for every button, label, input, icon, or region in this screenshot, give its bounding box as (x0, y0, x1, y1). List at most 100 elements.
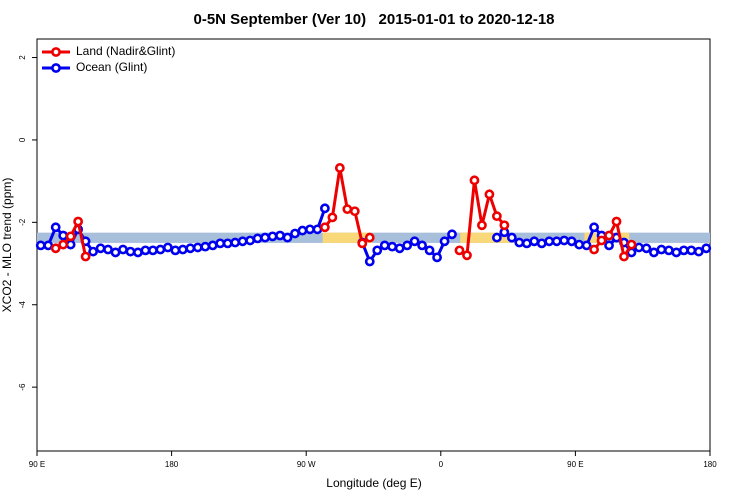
point (499, 220, 510, 231)
point (559, 235, 570, 246)
point (521, 238, 532, 249)
point (342, 204, 353, 215)
point (454, 245, 465, 256)
point (58, 239, 69, 250)
x-axis-label: Longitude (deg E) (326, 476, 421, 490)
point (222, 238, 233, 249)
point (185, 243, 196, 254)
point (372, 245, 383, 256)
point (484, 189, 495, 200)
point (88, 246, 98, 257)
point (477, 220, 487, 231)
point (409, 236, 420, 247)
point (447, 229, 457, 240)
x-tick-label: 90 W (297, 460, 316, 469)
point (656, 244, 667, 255)
point (551, 236, 562, 247)
point (671, 247, 682, 258)
y-tick-label: -4 (18, 301, 27, 309)
point (140, 245, 151, 256)
point (133, 247, 143, 258)
point (65, 231, 76, 242)
y-tick-label: 2 (18, 55, 27, 60)
point (207, 240, 218, 251)
y-axis-label: XCO2 - MLO trend (ppm) (0, 178, 14, 313)
point (649, 247, 659, 258)
point (604, 240, 614, 251)
band (584, 232, 600, 243)
point (252, 233, 263, 244)
point (491, 232, 502, 243)
point (80, 251, 91, 262)
point (58, 230, 69, 241)
point (581, 240, 592, 251)
point (491, 211, 502, 222)
point (506, 232, 517, 243)
point (686, 245, 697, 256)
point (589, 222, 599, 233)
point (319, 222, 330, 233)
x-tick-label: 90 E (567, 460, 583, 469)
point (118, 244, 128, 255)
legend-label: Land (Nadir&Glint) (76, 44, 175, 58)
point (678, 245, 689, 256)
point (536, 238, 547, 249)
x-tick-label: 180 (703, 460, 717, 469)
point (641, 243, 652, 254)
point (177, 244, 188, 255)
point (43, 240, 54, 251)
point (357, 238, 368, 249)
point (327, 212, 338, 223)
point (349, 206, 360, 217)
point (417, 240, 428, 251)
point (424, 245, 435, 256)
point (162, 242, 173, 253)
point (110, 247, 121, 258)
y-tick-label: -2 (18, 218, 27, 226)
point (529, 236, 540, 247)
point (170, 245, 181, 256)
point (589, 244, 599, 255)
band (460, 232, 510, 243)
point (626, 239, 637, 250)
point (50, 243, 61, 254)
y-tick-label: -6 (18, 383, 27, 391)
point (245, 235, 256, 246)
point (103, 244, 113, 255)
point (334, 163, 345, 173)
point (65, 239, 76, 250)
point (95, 243, 106, 254)
point (260, 232, 270, 243)
band (322, 232, 373, 243)
point (267, 231, 278, 242)
point (237, 236, 248, 247)
point (387, 241, 398, 252)
point (596, 235, 607, 246)
point (394, 243, 405, 254)
point (148, 245, 158, 256)
point (50, 222, 61, 233)
point (319, 203, 330, 214)
point (35, 240, 46, 251)
point (439, 236, 450, 247)
point (297, 225, 308, 236)
point (693, 246, 704, 257)
point (290, 228, 300, 239)
point (574, 239, 585, 250)
legend-marker (51, 47, 61, 57)
point (432, 252, 442, 263)
point (544, 236, 555, 247)
point (514, 237, 525, 248)
point (215, 238, 226, 249)
x-tick-label: 0 (439, 460, 444, 469)
point (230, 237, 241, 248)
y-tick-label: 0 (18, 137, 27, 142)
point (200, 241, 211, 252)
point (364, 232, 375, 243)
point (125, 246, 136, 257)
point (604, 230, 614, 241)
point (73, 216, 84, 227)
point (275, 230, 285, 241)
point (305, 224, 315, 235)
